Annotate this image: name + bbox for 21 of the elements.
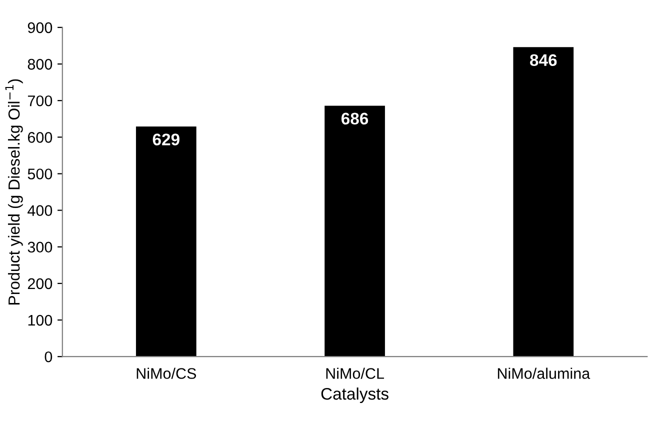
- y-tick-label: 0: [44, 351, 52, 362]
- data-label: 846: [530, 54, 557, 66]
- y-tick-label: 800: [28, 58, 52, 70]
- y-tick-label: 900: [28, 22, 52, 34]
- y-tick-label: 100: [28, 314, 52, 326]
- x-tick-label: NiMo/alumina: [498, 368, 590, 379]
- bar: [513, 47, 574, 357]
- y-tick-label: 500: [28, 168, 52, 180]
- x-tick-label: NiMo/CS: [136, 368, 196, 379]
- y-tick-label: 700: [28, 95, 52, 106]
- data-label: 629: [152, 134, 180, 146]
- data-label: 686: [341, 112, 368, 125]
- y-tick-label: 200: [28, 278, 52, 290]
- y-tick-label: 300: [28, 242, 52, 253]
- x-axis-title: Catalysts: [321, 388, 388, 404]
- x-tick-label: NiMo/CL: [326, 368, 384, 379]
- bar: [324, 106, 385, 357]
- y-axis-title: Product yield (g Diesel.kg Oil$^{−1}$): [5, 79, 23, 304]
- bar: [136, 126, 196, 357]
- y-tick-label: 600: [28, 132, 52, 143]
- y-tick-label: 400: [28, 205, 52, 216]
